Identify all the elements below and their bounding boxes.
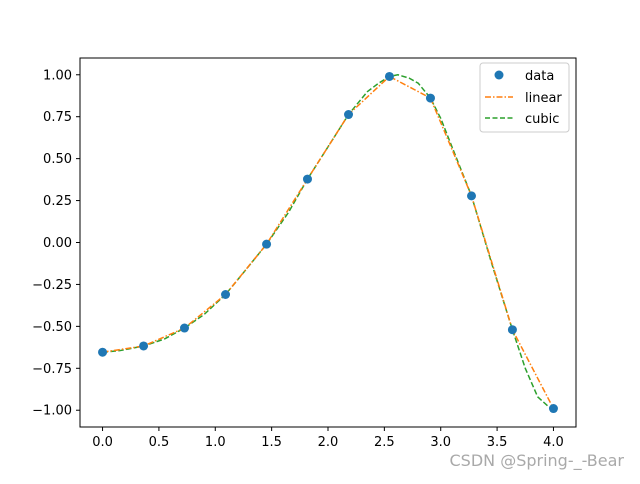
legend-item-linear: linear [485, 91, 562, 106]
legend-marker-data [494, 70, 504, 80]
data-point [302, 174, 312, 184]
x-tick-label: 2.0 [318, 435, 339, 450]
x-axis: 0.0 0.5 1.0 1.5 2.0 2.5 3.0 3.5 4.0 [92, 427, 564, 450]
x-tick-label: 2.5 [374, 435, 395, 450]
y-tick-label: 0.25 [43, 194, 72, 209]
data-point [179, 323, 189, 333]
legend-box [479, 62, 570, 133]
y-tick-label: 0.00 [43, 236, 72, 251]
watermark-text: CSDN @Spring-_-Bear [449, 451, 624, 471]
legend: data linear cubic [479, 62, 570, 133]
series-lines [102, 74, 555, 410]
x-tick-label: 4.0 [543, 435, 564, 450]
data-point [467, 191, 477, 201]
data-point [139, 341, 149, 351]
data-point [262, 239, 272, 249]
data-point [221, 289, 231, 299]
x-tick-label: 0.5 [149, 435, 170, 450]
legend-item-cubic: cubic [485, 112, 559, 127]
y-tick-label: −1.00 [32, 404, 72, 419]
y-axis: 1.00 0.75 0.50 0.25 0.00 −0.25 −0.50 −0.75 −1.00 [32, 68, 80, 419]
legend-item-data: data [494, 69, 554, 84]
y-tick-label: −0.75 [32, 362, 72, 377]
y-tick-label: 0.75 [43, 110, 72, 125]
legend-label-linear: linear [525, 91, 562, 106]
data-points [98, 71, 558, 414]
x-tick-label: 3.0 [430, 435, 451, 450]
data-point [344, 110, 354, 120]
x-tick-label: 1.0 [205, 435, 226, 450]
legend-label-data: data [525, 69, 554, 84]
data-point [98, 347, 108, 357]
x-tick-label: 3.5 [487, 435, 508, 450]
y-tick-label: 1.00 [43, 68, 72, 83]
data-point [425, 93, 435, 103]
y-tick-label: −0.25 [32, 278, 72, 293]
data-point [507, 325, 517, 335]
data-point [548, 404, 558, 414]
y-tick-label: 0.50 [43, 152, 72, 167]
x-tick-label: 0.0 [92, 435, 113, 450]
series-line-linear [102, 75, 555, 409]
data-point [384, 71, 394, 81]
x-tick-label: 1.5 [261, 435, 282, 450]
legend-label-cubic: cubic [525, 112, 559, 127]
y-tick-label: −0.50 [32, 320, 72, 335]
